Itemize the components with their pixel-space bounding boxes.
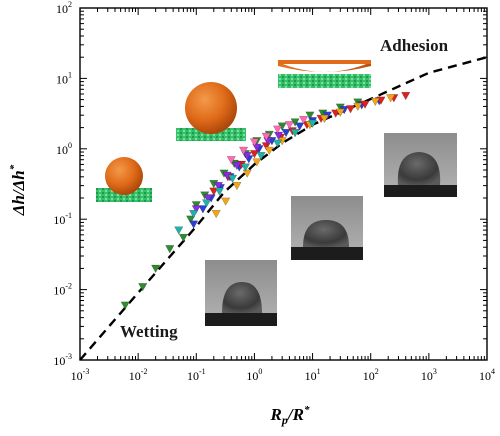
series-4 [191, 131, 284, 214]
data-point [240, 163, 251, 172]
data-point [290, 128, 300, 138]
y-axis: 10-3 10-2 10-1 100 101 102 [53, 0, 487, 368]
data-point [307, 119, 318, 129]
data-point [298, 115, 309, 125]
data-point [252, 158, 262, 167]
y-tick-label: 102 [56, 0, 72, 16]
data-point [345, 105, 356, 114]
data-point [151, 264, 161, 274]
sem-image-wetting [205, 260, 277, 326]
data-point [213, 182, 224, 191]
data-point [203, 194, 213, 203]
sem-image-adhesion [384, 133, 457, 197]
inset-droplet-small [96, 157, 152, 202]
data-point [242, 152, 252, 161]
series-3 [211, 94, 396, 219]
data-point [211, 210, 221, 219]
y-tick-label: 100 [56, 141, 72, 157]
data-point [214, 187, 225, 196]
data-point [401, 91, 411, 101]
plot-frame [79, 7, 488, 361]
y-tick-label: 10-1 [53, 211, 72, 227]
data-point [198, 205, 208, 214]
data-point [249, 150, 260, 159]
series-5 [174, 119, 318, 235]
inset-droplet-large [176, 82, 246, 141]
data-point [284, 121, 295, 130]
data-point [191, 205, 201, 214]
data-point [305, 111, 315, 120]
series-2 [209, 91, 411, 196]
data-point [319, 114, 330, 124]
data-point [295, 122, 305, 131]
data-point [201, 199, 212, 208]
data-point [335, 108, 345, 118]
data-point [272, 139, 283, 148]
annotation-wetting: Wetting [120, 322, 178, 341]
data-point [353, 102, 363, 112]
data-point [189, 220, 199, 229]
x-tick-label: 10-1 [187, 367, 206, 383]
sem-image-intermediate [291, 196, 363, 260]
data-point [273, 131, 284, 141]
data-point [186, 215, 196, 224]
fit-curve [79, 56, 488, 361]
data-point [272, 125, 283, 134]
x-tick-label: 102 [363, 367, 379, 383]
x-tick-label: 10-2 [129, 367, 148, 383]
data-point [281, 128, 291, 138]
data-point [261, 132, 271, 142]
data-point [174, 226, 184, 235]
y-tick-label: 10-2 [53, 282, 72, 298]
x-tick-label: 101 [305, 367, 321, 383]
data-point [261, 142, 271, 151]
x-tick-label: 100 [246, 367, 262, 383]
data-point [252, 143, 262, 153]
data-point [165, 245, 175, 254]
series-6 [226, 115, 309, 165]
x-axis-title: Rp/R* [270, 404, 310, 427]
data-point [370, 97, 380, 107]
data-point [227, 174, 238, 184]
data-point [385, 94, 396, 103]
data-point [221, 197, 231, 206]
y-tick-label: 10-3 [53, 352, 72, 368]
data-point [232, 182, 242, 191]
data-point [360, 100, 370, 109]
data-point [249, 138, 260, 147]
data-point [189, 210, 199, 219]
data-point [238, 146, 249, 156]
y-tick-label: 101 [56, 70, 72, 86]
data-point [191, 201, 201, 210]
data-point [138, 283, 148, 292]
data-point [226, 156, 236, 165]
data-point [264, 146, 274, 156]
inset-droplet-flat [278, 60, 371, 88]
y-axis-title: Δh/Δh* [8, 164, 28, 216]
x-tick-label: 103 [421, 367, 437, 383]
data-point [120, 301, 130, 310]
data-point [232, 161, 242, 171]
annotation-adhesion: Adhesion [380, 36, 449, 55]
data-point [178, 233, 189, 243]
data-points [120, 91, 411, 310]
data-point [256, 152, 266, 161]
x-tick-label: 104 [479, 367, 495, 383]
x-tick-label: 10-3 [71, 367, 90, 383]
data-point [242, 169, 252, 178]
data-point [209, 187, 219, 196]
x-axis: 10-3 10-2 10-1 100 101 102 103 104 [71, 8, 495, 383]
